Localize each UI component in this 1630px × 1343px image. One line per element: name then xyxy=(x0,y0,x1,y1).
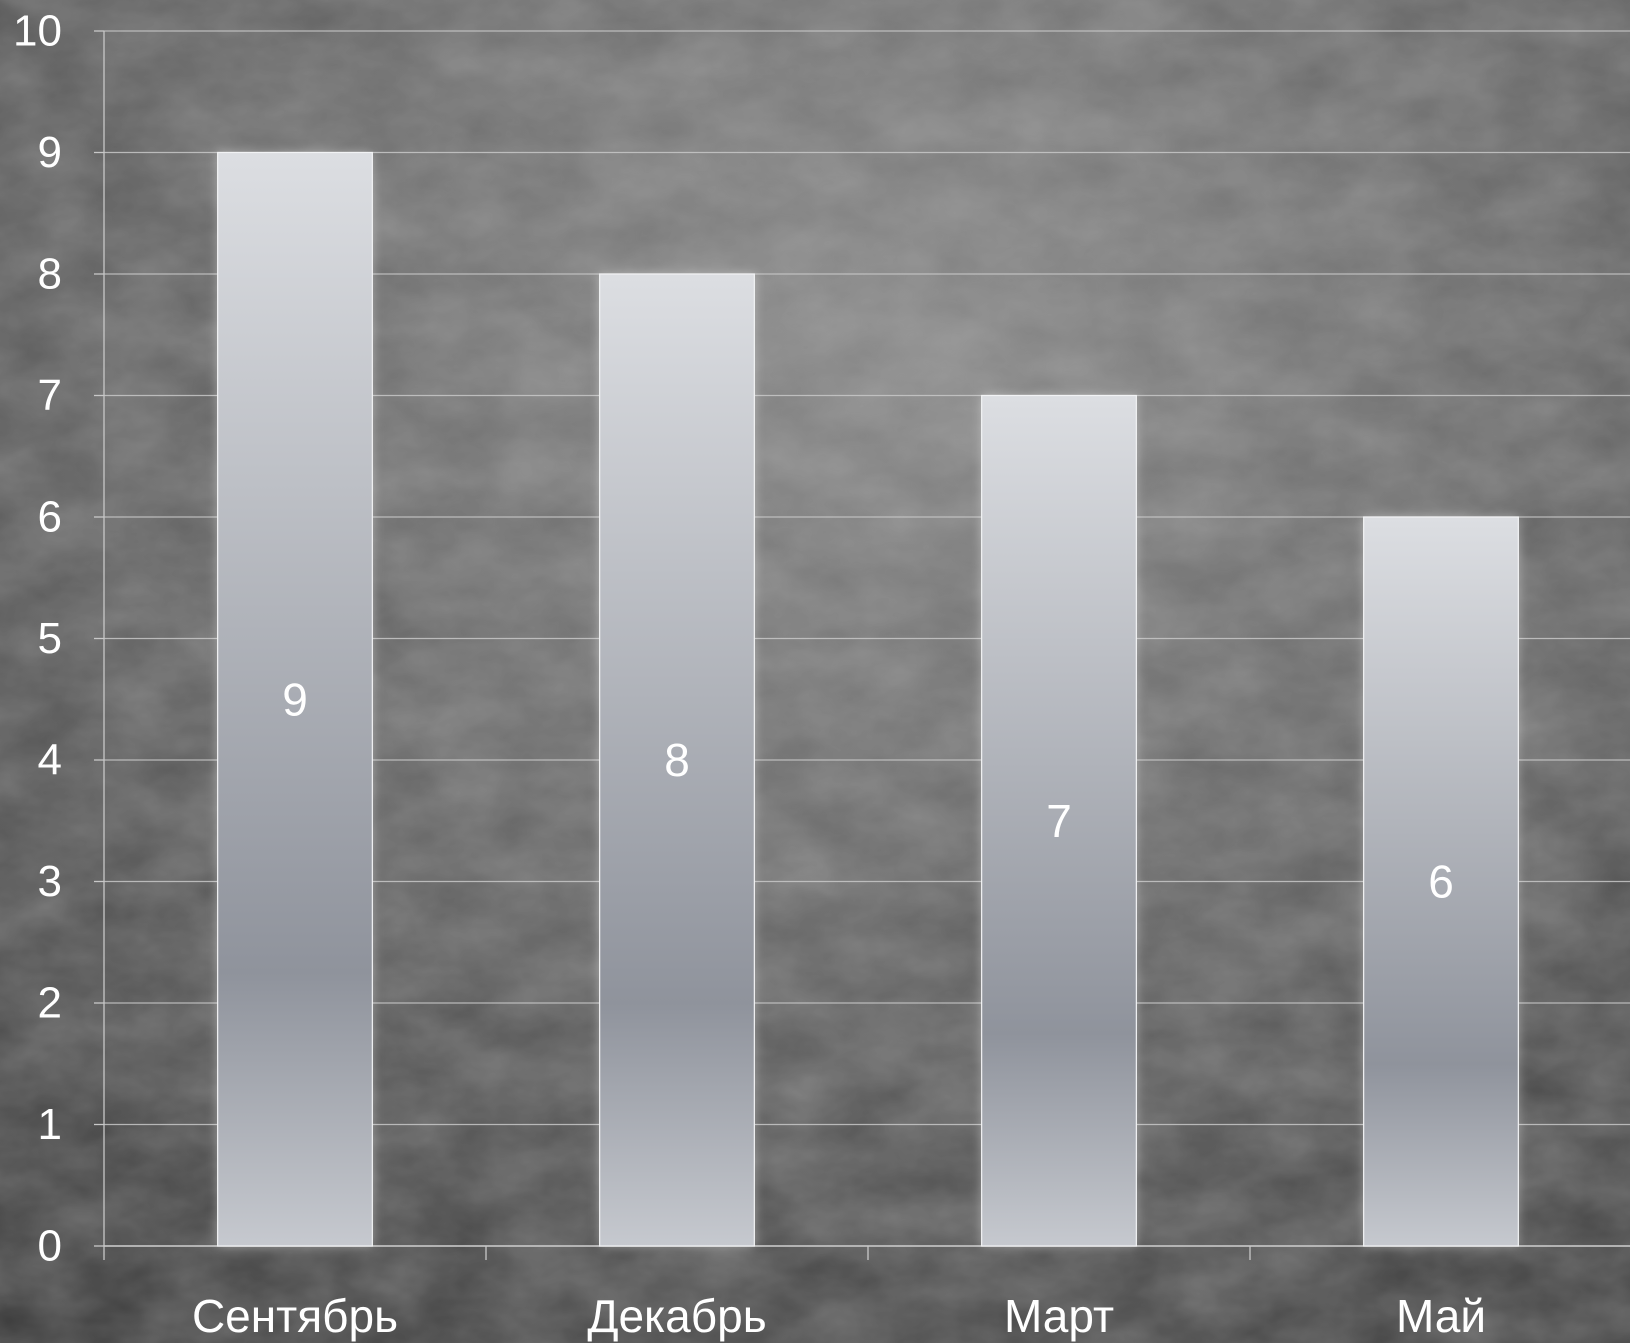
x-tick-label: Май xyxy=(1396,1290,1486,1342)
data-label: 6 xyxy=(1428,856,1454,908)
y-tick-label: 3 xyxy=(38,857,62,906)
data-label: 7 xyxy=(1046,795,1072,847)
bars xyxy=(217,151,1519,1247)
bar-4 xyxy=(1363,516,1519,1247)
y-tick-label: 0 xyxy=(38,1222,62,1271)
bar-1 xyxy=(217,151,373,1247)
y-tick-label: 5 xyxy=(38,614,62,663)
bar-3 xyxy=(981,394,1137,1247)
bar-2 xyxy=(599,273,755,1247)
x-tick-label: Сентябрь xyxy=(192,1290,398,1342)
y-tick-label: 7 xyxy=(38,371,62,420)
y-tick-label: 4 xyxy=(38,736,62,785)
data-label: 9 xyxy=(282,673,308,725)
x-tick-label: Декабрь xyxy=(587,1290,766,1342)
x-tick-label: Март xyxy=(1004,1290,1114,1342)
y-tick-label: 10 xyxy=(13,7,62,56)
data-label: 8 xyxy=(664,734,690,786)
y-tick-label: 1 xyxy=(38,1100,62,1149)
labels: 0 1 2 3 4 5 6 7 8 9 10 9 Сентябрь 8 Декабрь 7 Март 6 Май xyxy=(13,7,1486,1343)
y-tick-label: 9 xyxy=(38,128,62,177)
y-tick-label: 8 xyxy=(38,250,62,299)
y-tick-label: 2 xyxy=(38,979,62,1028)
y-tick-label: 6 xyxy=(38,493,62,542)
